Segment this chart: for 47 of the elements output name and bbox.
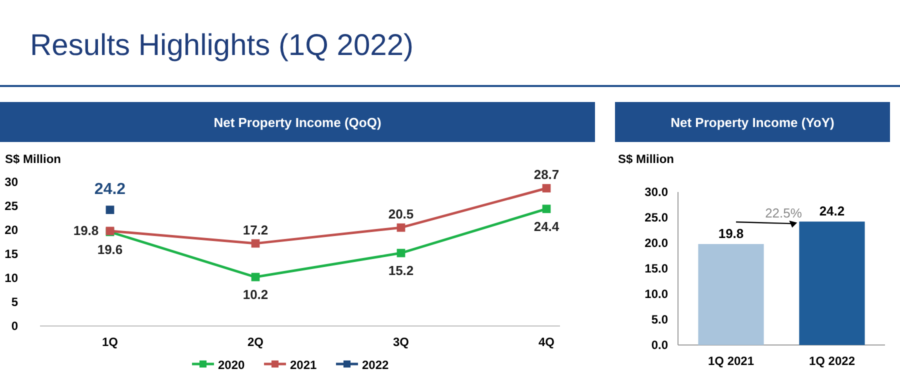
point [396, 223, 406, 232]
y-axis-title: S$ Million [618, 152, 674, 166]
point [542, 204, 551, 214]
data-label: 24.2 [94, 180, 126, 198]
data-label: 24.4 [534, 218, 560, 234]
x-tick-label: 1Q 2021 [708, 354, 754, 368]
x-tick-label: 3Q [392, 335, 410, 349]
point [106, 206, 114, 214]
legend-label: 2022 [362, 358, 390, 372]
y-tick-label: 5.0 [651, 312, 668, 326]
y-tick-label: 0.0 [651, 338, 668, 352]
point [251, 239, 260, 248]
legend-label: 2020 [218, 358, 246, 372]
point [542, 184, 551, 192]
data-label: 19.8 [718, 226, 744, 242]
data-label: 19.6 [97, 242, 123, 257]
data-label: 28.7 [534, 167, 560, 182]
y-tick-label: 30.0 [644, 185, 668, 199]
y-tick-label: 0 [11, 319, 18, 333]
x-tick-label: 2Q [247, 335, 264, 349]
data-label: 19.8 [73, 222, 99, 238]
y-axis-title: S$ Million [5, 152, 62, 166]
data-label: 24.2 [819, 204, 845, 219]
x-tick-label: 4Q [538, 335, 555, 349]
y-tick-label: 5 [11, 295, 18, 309]
text: Results Highlights (1Q 2022) [30, 29, 414, 62]
y-tick-label: 25 [4, 199, 18, 213]
data-label: 20.5 [388, 206, 414, 222]
point [251, 272, 260, 282]
y-tick-label: 15.0 [644, 262, 668, 276]
x-tick-label: 1Q [102, 335, 118, 349]
legend-label: 2021 [290, 358, 318, 372]
y-tick-label: 20.0 [644, 236, 668, 250]
y-tick-label: 25.0 [644, 210, 668, 224]
y-tick-label: 20 [4, 223, 18, 237]
data-label: 10.2 [242, 287, 268, 302]
point [396, 248, 406, 258]
x-tick-label: 1Q 2022 [808, 354, 856, 368]
chart-title: Net Property Income (QoQ) [214, 115, 382, 130]
y-tick-label: 15 [4, 247, 18, 261]
y-tick-label: 30 [4, 175, 18, 189]
data-label: 17.2 [242, 222, 268, 238]
annotation: 22.5% [765, 206, 802, 221]
y-tick-label: 10.0 [644, 287, 668, 301]
data-label: 15.2 [388, 263, 414, 278]
chart-title: Net Property Income (YoY) [670, 115, 834, 130]
y-tick-label: 10 [4, 271, 18, 285]
